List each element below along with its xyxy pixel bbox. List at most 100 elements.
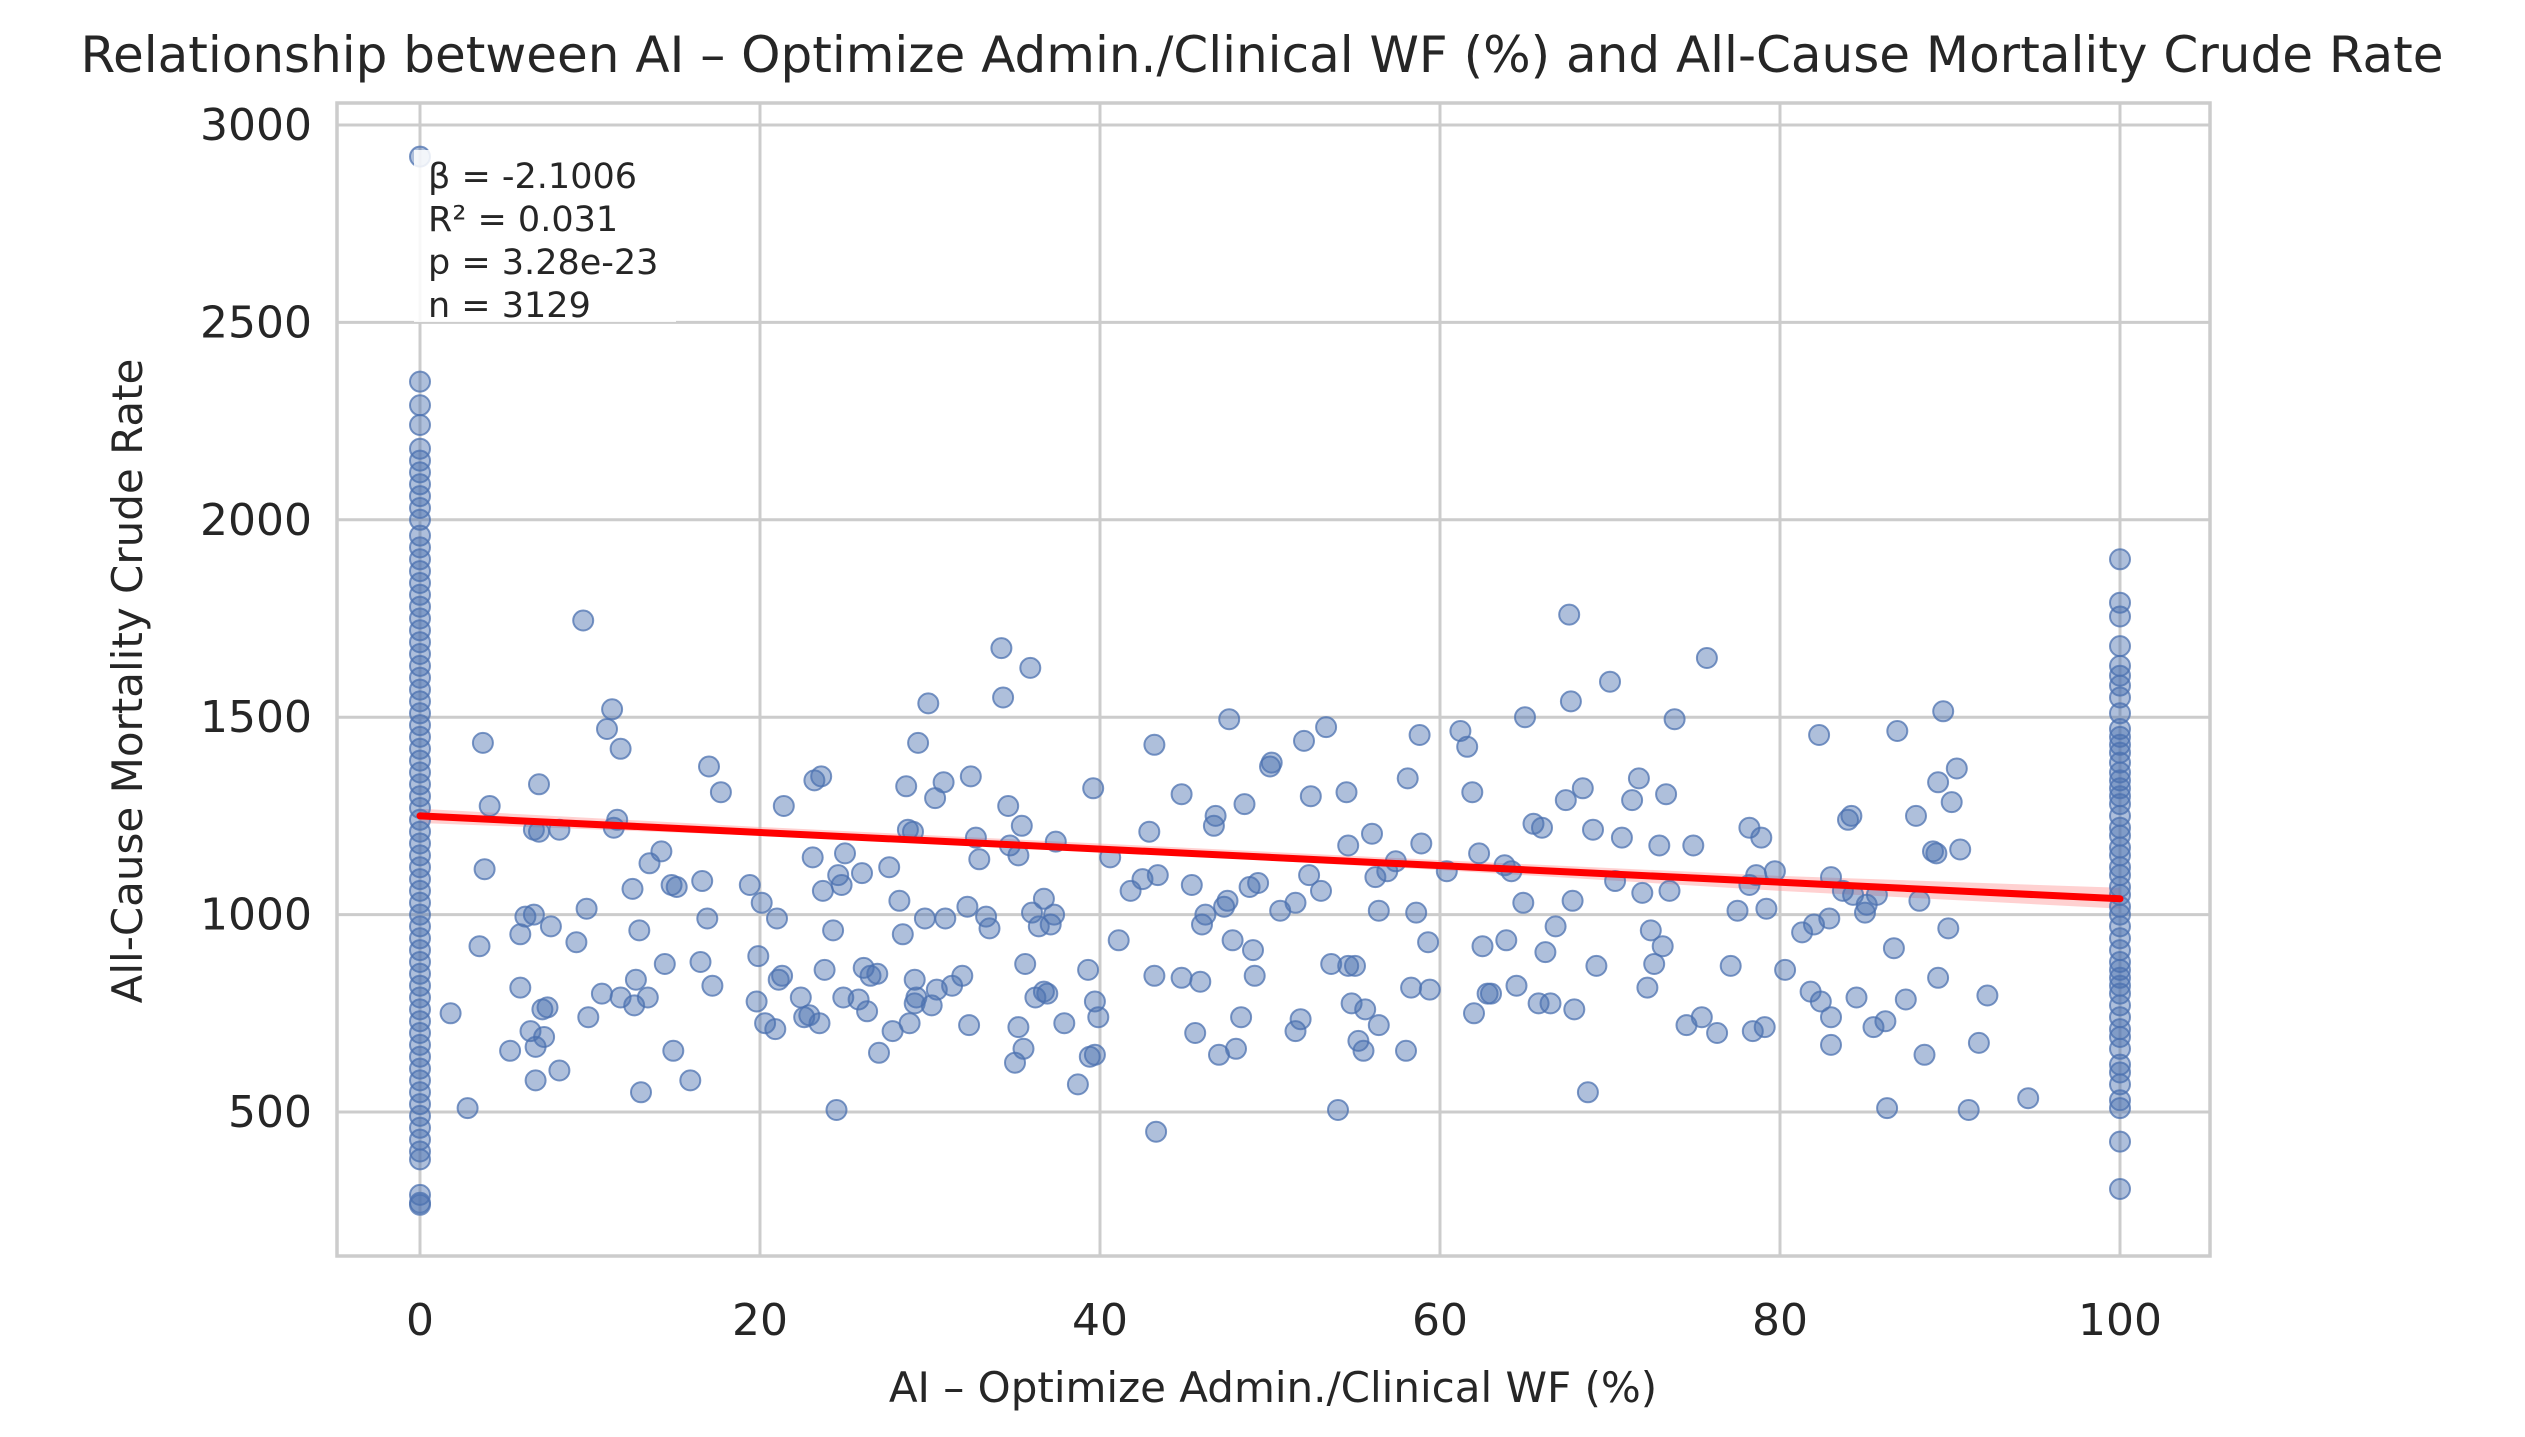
data-point (409, 820, 431, 843)
data-point (409, 1093, 431, 1116)
data-point (1514, 706, 1536, 729)
data-point (409, 370, 431, 393)
data-point (2109, 994, 2131, 1017)
data-point (1347, 1029, 1370, 1052)
data-point (1189, 970, 1212, 993)
data-point (1690, 1006, 1713, 1029)
y-tick-label: 1000 (200, 890, 312, 941)
stats-box (414, 150, 676, 322)
data-point (898, 1012, 921, 1035)
data-point (2109, 1061, 2131, 1084)
data-point (409, 497, 431, 519)
data-point (409, 773, 431, 796)
data-point (409, 394, 431, 417)
data-point (1194, 903, 1217, 926)
data-point (1820, 1006, 1842, 1029)
data-point (409, 951, 431, 973)
data-point (1750, 826, 1773, 849)
data-point (409, 449, 431, 472)
data-point (834, 842, 856, 865)
data-point (409, 1069, 431, 1092)
data-point (409, 1193, 431, 1216)
data-point (811, 879, 834, 902)
y-axis-title: All-Cause Mortality Crude Rate (103, 359, 152, 1004)
data-point (2109, 548, 2131, 571)
data-point (1561, 889, 1584, 912)
data-point (1456, 735, 1479, 758)
data-point (409, 879, 431, 902)
data-point (409, 749, 431, 772)
data-point (514, 905, 537, 928)
data-point (1791, 921, 1814, 944)
data-point (978, 917, 1001, 940)
data-point (1284, 891, 1307, 914)
data-point (2109, 769, 2131, 792)
data-point (409, 654, 431, 677)
data-point (2109, 1073, 2131, 1096)
data-point (409, 508, 431, 531)
data-point (533, 1026, 556, 1048)
data-point (565, 931, 588, 954)
data-point (1719, 954, 1742, 977)
data-point (1471, 935, 1494, 958)
data-point (2109, 777, 2131, 800)
data-point (409, 485, 431, 508)
data-point (409, 856, 431, 879)
data-point (1908, 889, 1931, 912)
data-point (1932, 700, 1955, 723)
data-point (868, 1041, 890, 1064)
data-point (1571, 777, 1594, 800)
data-point (536, 996, 559, 1019)
data-point (409, 725, 431, 748)
data-point (1242, 939, 1264, 962)
x-tick-label: 60 (1412, 1295, 1468, 1346)
data-point (968, 848, 991, 871)
data-point (830, 874, 853, 896)
data-point (409, 832, 431, 855)
data-point (409, 974, 431, 997)
data-point (1894, 988, 1917, 1011)
data-point (409, 903, 431, 926)
data-point (1531, 816, 1553, 839)
data-point (1874, 1010, 1897, 1033)
data-point (1463, 1002, 1485, 1025)
data-point (653, 953, 676, 975)
data-point (1170, 966, 1193, 989)
data-point (409, 714, 431, 737)
data-point (1643, 953, 1666, 975)
data-point (907, 731, 930, 754)
data-point (1876, 1097, 1899, 1120)
data-point (409, 1116, 431, 1139)
data-point (2109, 718, 2131, 740)
data-point (1495, 929, 1518, 952)
data-point (1610, 826, 1633, 849)
data-point (888, 889, 911, 912)
data-point (1905, 804, 1927, 827)
data-point (1180, 874, 1203, 896)
data-point (1927, 771, 1950, 794)
data-point (1554, 789, 1577, 812)
data-point (1755, 897, 1778, 920)
data-point (2109, 1089, 2131, 1112)
data-point (628, 919, 651, 942)
data-point (1032, 887, 1055, 910)
data-point (1840, 804, 1863, 827)
data-point (1648, 834, 1671, 857)
data-point (2109, 635, 2131, 658)
data-point (1585, 954, 1608, 977)
stats-annotation: β = -2.1006 R² = 0.031 p = 3.28e-23 n = … (414, 150, 676, 326)
data-point (409, 1081, 431, 1104)
data-point (856, 1000, 879, 1023)
data-point (951, 964, 974, 987)
data-point (1408, 724, 1431, 746)
data-point (1396, 767, 1419, 790)
data-point (1310, 879, 1332, 902)
data-point (934, 907, 957, 930)
data-point (1289, 1008, 1312, 1031)
data-point (895, 775, 918, 798)
x-tick-label: 100 (2078, 1295, 2162, 1346)
data-point (698, 755, 720, 778)
data-point (1957, 1099, 1980, 1121)
data-point (636, 986, 659, 1009)
data-point (1395, 1039, 1417, 1062)
